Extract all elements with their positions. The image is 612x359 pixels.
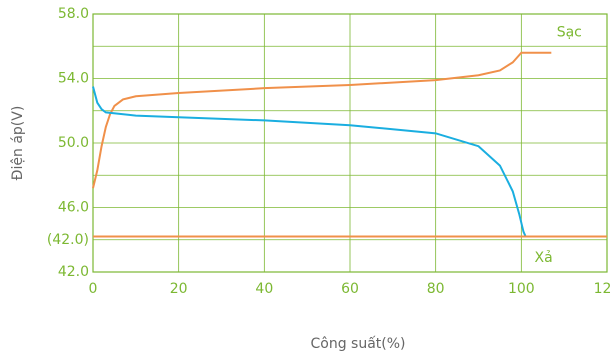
- x-tick-label: 60: [341, 281, 359, 297]
- x-tick-label: 80: [427, 281, 445, 297]
- x-tick-label: 120: [594, 281, 612, 297]
- y-tick-label: 58.0: [58, 6, 89, 22]
- y-tick-label: 46.0: [58, 200, 89, 216]
- y-tick-label: 50.0: [58, 135, 89, 151]
- x-tick-label: 40: [255, 281, 273, 297]
- series-label: Xả: [535, 250, 553, 266]
- line: [92, 86, 527, 237]
- x-axis-label: Công suất(%): [310, 336, 405, 352]
- line: [92, 51, 552, 189]
- y-tick-label: (42.0): [47, 232, 89, 248]
- x-tick-label: 20: [170, 281, 188, 297]
- y-tick-label: 54.0: [58, 71, 89, 87]
- series-label: Sạc: [557, 25, 582, 41]
- y-axis-label: Điện áp(V): [10, 106, 26, 181]
- plot-border: [92, 13, 608, 273]
- x-tick-label: 0: [89, 281, 98, 297]
- x-tick-label: 100: [508, 281, 535, 297]
- y-tick-label: 42.0: [58, 264, 89, 280]
